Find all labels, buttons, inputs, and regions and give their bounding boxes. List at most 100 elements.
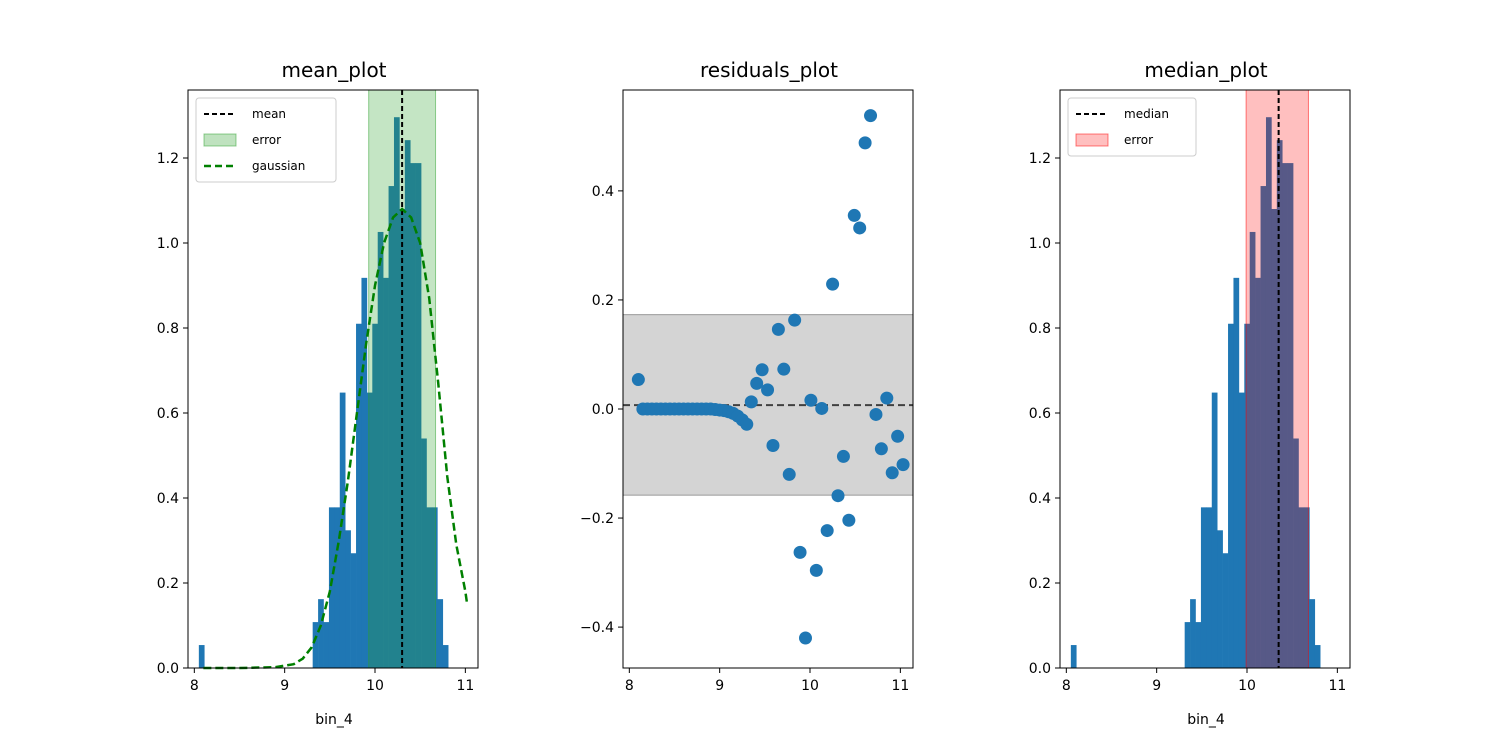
mean-plot-legend-label: gaussian — [252, 159, 305, 173]
median-plot-bar — [1217, 530, 1223, 668]
median-plot-bar — [1287, 163, 1294, 668]
residuals-plot-point — [750, 376, 764, 390]
median-plot-bar — [1190, 599, 1196, 668]
residuals-plot-point — [869, 407, 883, 421]
median-plot-bar — [1222, 553, 1229, 668]
median-plot-bar — [1200, 507, 1207, 668]
median-plot-bar — [1260, 186, 1267, 669]
median-plot-bar — [1195, 622, 1202, 668]
mean-plot-ytick-label: 0.2 — [157, 576, 179, 592]
median-plot-panel: median_plot bin_4 8 9 10 11 0.0 0.2 0.4 0.6 0.8 1… — [1029, 58, 1351, 728]
mean-plot-bar — [323, 622, 330, 668]
median-plot-ytick-label: 1.0 — [1029, 236, 1051, 252]
mean-plot-bar — [345, 530, 351, 668]
mean-plot-bar — [377, 231, 384, 668]
mean-plot-bar — [361, 277, 368, 668]
median-plot-xlabel: bin_4 — [1187, 712, 1225, 728]
mean-plot-legend — [195, 97, 337, 183]
mean-plot-bar — [421, 438, 427, 668]
median-plot-bar — [1271, 209, 1278, 668]
residuals-plot-point — [755, 363, 769, 377]
median-plot-bar — [1070, 645, 1077, 668]
residuals-plot-point — [847, 208, 861, 222]
median-plot-ytick-label: 0.6 — [1029, 406, 1051, 422]
median-plot-ytick-label: 1.2 — [1029, 151, 1051, 167]
mean-plot-xlabel: bin_4 — [315, 712, 353, 728]
median-plot-bar — [1238, 392, 1245, 668]
median-plot-bar — [1228, 323, 1234, 668]
mean-plot-bar — [437, 599, 444, 668]
mean-plot-legend-swatch — [203, 133, 237, 147]
residuals-plot-point — [798, 631, 812, 645]
residuals-plot-point — [880, 391, 894, 405]
residuals-plot-point — [842, 513, 856, 527]
median-plot-bar — [1184, 622, 1191, 668]
mean-plot-gaussian-curve — [203, 207, 469, 670]
median-plot-xtick-label: 11 — [1328, 678, 1346, 694]
residuals-plot-ytick-label: 0.4 — [592, 184, 614, 200]
median-plot-bar — [1303, 507, 1310, 668]
residuals-plot-point — [793, 545, 807, 559]
median-plot-legend-label: median — [1124, 107, 1169, 121]
median-plot-title: median_plot — [1144, 58, 1267, 82]
residuals-plot-xtick-label: 8 — [625, 678, 634, 694]
residuals-plot-point — [891, 429, 905, 443]
residuals-plot-point — [809, 563, 823, 577]
mean-plot-bar — [404, 140, 411, 668]
median-plot-bar — [1265, 117, 1272, 668]
mean-plot-panel: mean_plot bin_4 8 9 10 11 0.0 0.2 0.4 0.6 0.8 1.0… — [157, 58, 479, 728]
mean-plot-bar — [366, 392, 373, 668]
residuals-plot-xtick-label: 11 — [891, 678, 909, 694]
mean-plot-bar — [415, 163, 422, 668]
residuals-plot-point — [771, 322, 785, 336]
median-plot-bar — [1293, 438, 1299, 668]
residuals-plot-point — [885, 466, 899, 480]
median-plot-bar — [1211, 392, 1218, 668]
mean-plot-bar — [410, 163, 416, 668]
residuals-plot-frame — [622, 89, 914, 669]
residuals-plot-point — [853, 221, 867, 235]
residuals-plot-point — [631, 373, 645, 387]
residuals-plot-point — [740, 417, 754, 431]
median-plot-bar — [1233, 277, 1240, 668]
median-plot-error-band — [1245, 89, 1309, 669]
residuals-plot-point — [766, 439, 780, 453]
residuals-plot-point — [788, 313, 802, 327]
residuals-plot-point — [826, 277, 840, 291]
mean-plot-bar — [356, 323, 362, 668]
mean-plot-xtick-label: 9 — [280, 678, 289, 694]
mean-plot-bar — [431, 507, 438, 668]
mean-plot-ytick-label: 0.8 — [157, 321, 179, 337]
residuals-plot-ytick-label: −0.2 — [580, 511, 614, 527]
residuals-plot-point — [744, 395, 758, 409]
mean-plot-bar — [372, 323, 379, 668]
median-plot-bar — [1282, 163, 1288, 668]
residuals-plot-xtick-label: 10 — [801, 678, 819, 694]
median-plot-bar — [1244, 323, 1251, 668]
residuals-plot-title: residuals_plot — [700, 58, 838, 82]
residuals-plot-point — [831, 489, 845, 503]
median-plot-bar — [1298, 507, 1305, 668]
residuals-plot-point — [804, 393, 818, 407]
mean-plot-bar — [426, 507, 433, 668]
median-plot-bar — [1249, 231, 1256, 668]
median-plot-ytick-label: 0.2 — [1029, 576, 1051, 592]
residuals-plot-point — [836, 449, 850, 463]
residuals-plot-ytick-label: −0.4 — [580, 620, 614, 636]
mean-plot-bar — [339, 392, 346, 668]
mean-plot-bar — [350, 553, 357, 668]
residuals-plot-point — [896, 458, 910, 472]
residuals-plot-point — [820, 524, 834, 538]
median-plot-xtick-label: 10 — [1238, 678, 1256, 694]
mean-plot-ytick-label: 1.0 — [157, 236, 179, 252]
mean-plot-title: mean_plot — [281, 58, 386, 82]
mean-plot-bar — [393, 117, 400, 668]
mean-plot-xtick-label: 8 — [190, 678, 199, 694]
residuals-plot-point — [858, 136, 872, 150]
residuals-plot-point — [782, 467, 796, 481]
mean-plot-ytick-label: 0.4 — [157, 491, 179, 507]
mean-plot-bar — [328, 507, 335, 668]
residuals-plot-point — [777, 362, 791, 376]
median-plot-bar — [1276, 140, 1283, 668]
